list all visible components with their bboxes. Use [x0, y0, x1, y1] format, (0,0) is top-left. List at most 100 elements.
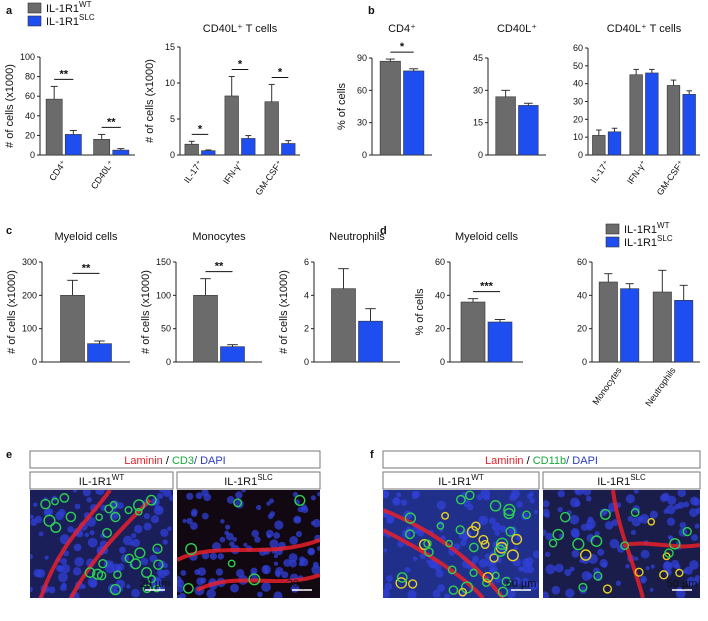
nucleus [153, 547, 160, 554]
nucleus [180, 570, 187, 576]
nucleus [662, 561, 673, 572]
stained-cell [92, 568, 104, 580]
nucleus [640, 575, 648, 583]
nucleus [649, 587, 654, 592]
nucleus [695, 507, 700, 515]
nucleus [232, 537, 238, 542]
group-header: IL-1R1SLC [224, 473, 273, 488]
bar [674, 300, 694, 363]
legend-sup: WT [79, 0, 92, 9]
nucleus [273, 532, 281, 539]
stained-cell [482, 572, 494, 583]
nucleus [281, 571, 289, 579]
nucleus [569, 566, 575, 572]
micrograph [543, 490, 700, 598]
group-name: IL-1R1 [224, 476, 257, 488]
legend-swatch [27, 2, 42, 14]
stained-cell [634, 567, 644, 577]
bar [220, 346, 245, 363]
significance-label: ** [59, 68, 68, 80]
nucleus [60, 563, 71, 574]
stained-cell [147, 574, 156, 584]
nucleus [461, 529, 472, 539]
nucleus [569, 497, 580, 508]
legend-label: IL-1R1SLC [624, 234, 673, 249]
nucleus [209, 552, 218, 560]
significance-label: * [238, 59, 243, 71]
nucleus [661, 492, 670, 501]
nucleus [533, 509, 538, 514]
chart-title: CD4⁺ [388, 23, 416, 35]
legend-name: IL-1R1 [624, 224, 657, 236]
nucleus [640, 549, 650, 559]
nucleus [432, 589, 441, 598]
nucleus [691, 534, 699, 541]
stained-cell [682, 526, 692, 537]
group-box [542, 471, 701, 490]
stained-cell [620, 541, 630, 551]
nucleus [513, 546, 518, 551]
nucleus [60, 557, 67, 565]
bar [201, 150, 216, 156]
nucleus [56, 565, 62, 571]
y-tick-label: 0 [578, 150, 583, 160]
nucleus [203, 493, 212, 502]
stained-cell [590, 535, 603, 547]
stained-cell [505, 526, 516, 537]
bar [281, 143, 296, 156]
y-tick-label: 2 [304, 324, 309, 334]
nucleus [265, 529, 274, 538]
bar [460, 301, 486, 363]
nucleus [219, 536, 226, 543]
y-tick-label: 5 [170, 114, 175, 124]
group-box [382, 471, 540, 490]
nucleus [300, 558, 309, 567]
nucleus [33, 502, 38, 507]
nucleus [579, 586, 587, 594]
nucleus [529, 491, 534, 497]
nucleus [645, 566, 650, 571]
panel-letter: e [6, 449, 12, 461]
stained-cell [664, 548, 674, 558]
nucleus [82, 490, 91, 497]
nucleus [84, 532, 89, 538]
group-header: IL-1R1WT [79, 473, 125, 488]
bar [379, 60, 401, 156]
nucleus [151, 576, 162, 587]
y-tick-label: 50 [573, 61, 583, 71]
bar [87, 343, 112, 363]
nucleus [513, 577, 521, 585]
y-tick-label: 100 [20, 52, 35, 62]
nucleus [609, 538, 620, 549]
nucleus [569, 514, 580, 525]
stained-cell [145, 494, 157, 506]
y-axis-label: # of cells (x1000) [6, 270, 18, 354]
nucleus [557, 506, 563, 513]
bar [645, 72, 659, 156]
y-axis-label: # of cells (x1000) [140, 270, 152, 354]
nucleus [509, 493, 517, 502]
nucleus [293, 515, 302, 524]
stained-cell [404, 529, 415, 540]
bar [224, 95, 239, 156]
nucleus [491, 522, 501, 532]
scale-bar-label: 50 µm [667, 578, 698, 590]
stained-cell [503, 503, 516, 517]
stained-cell [522, 510, 531, 520]
bar [598, 281, 618, 363]
stained-cell [233, 498, 243, 508]
nucleus [585, 518, 596, 529]
nucleus [544, 551, 551, 558]
nucleus [564, 568, 572, 577]
nucleus [571, 549, 580, 558]
nucleus [177, 584, 185, 593]
stained-cell [50, 521, 62, 533]
nucleus [519, 566, 524, 571]
group-name: IL-1R1 [438, 476, 471, 488]
nucleus [692, 498, 700, 507]
nucleus [316, 491, 320, 497]
y-tick-label: 60 [25, 91, 35, 101]
bar [592, 135, 606, 156]
y-tick-label: 150 [156, 257, 171, 267]
nucleus [234, 499, 244, 509]
